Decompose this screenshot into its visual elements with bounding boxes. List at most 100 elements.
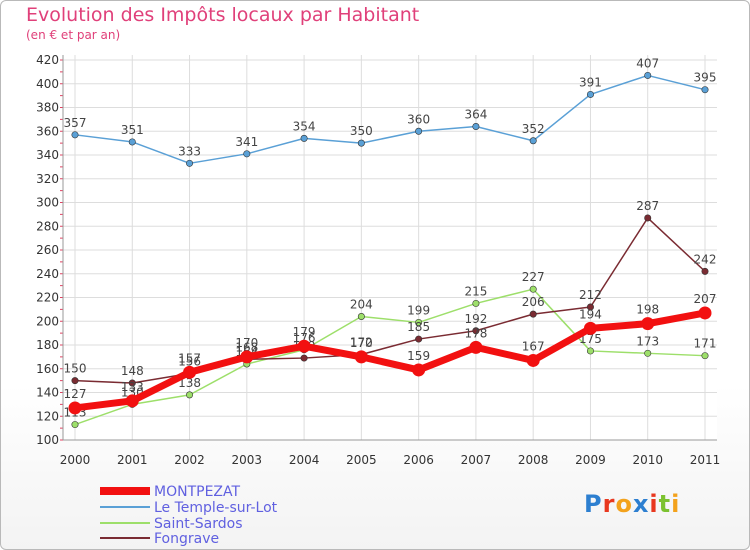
data-label-montpezat: 178 xyxy=(464,326,487,340)
chart-title: Evolution des Impôts locaux par Habitant xyxy=(26,4,420,26)
y-tick-label: 280 xyxy=(36,219,59,233)
data-point-montpezat xyxy=(641,317,655,331)
chart-subtitle: (en € et par an) xyxy=(26,28,121,42)
data-point-le-temple-sur-lot xyxy=(701,86,709,94)
legend-item-montpezat: MONTPEZAT xyxy=(154,484,240,500)
data-label-montpezat: 167 xyxy=(522,339,545,353)
logo-letter: x xyxy=(632,490,650,518)
data-label-saint-sardos: 138 xyxy=(178,376,201,390)
x-tick-label: 2001 xyxy=(117,453,148,467)
data-label-le-temple-sur-lot: 333 xyxy=(178,144,201,158)
data-point-montpezat xyxy=(412,363,426,377)
data-point-fongrave xyxy=(472,327,480,335)
data-label-le-temple-sur-lot: 391 xyxy=(579,75,602,89)
y-tick-label: 200 xyxy=(36,314,59,328)
data-point-fongrave xyxy=(415,335,423,343)
y-tick-label: 360 xyxy=(36,124,59,138)
y-tick-label: 380 xyxy=(36,101,59,115)
data-label-fongrave: 148 xyxy=(121,364,144,378)
data-point-saint-sardos xyxy=(701,352,709,360)
data-label-saint-sardos: 176 xyxy=(293,331,316,345)
data-point-fongrave xyxy=(128,379,136,387)
data-label-le-temple-sur-lot: 341 xyxy=(235,135,258,149)
data-label-saint-sardos: 199 xyxy=(407,303,430,317)
data-label-saint-sardos: 173 xyxy=(636,334,659,348)
legend-item-saint-sardos: Saint-Sardos xyxy=(154,516,243,532)
data-point-saint-sardos xyxy=(186,391,194,399)
data-point-saint-sardos xyxy=(586,347,594,355)
x-tick-label: 2008 xyxy=(518,453,549,467)
logo-letter: t xyxy=(658,490,672,518)
y-tick-label: 100 xyxy=(36,433,59,447)
data-point-saint-sardos xyxy=(644,349,652,357)
proxiti-logo: Proxiti xyxy=(584,490,680,518)
x-tick-label: 2007 xyxy=(461,453,492,467)
data-point-montpezat xyxy=(297,339,311,353)
data-label-le-temple-sur-lot: 407 xyxy=(636,56,659,70)
data-point-le-temple-sur-lot xyxy=(529,137,537,145)
data-point-montpezat xyxy=(240,350,254,364)
data-label-montpezat: 198 xyxy=(636,303,659,317)
y-tick-label: 140 xyxy=(36,386,59,400)
series-line-saint-sardos xyxy=(74,288,706,426)
data-point-montpezat xyxy=(469,340,483,354)
data-point-fongrave xyxy=(529,310,537,318)
y-tick-label: 160 xyxy=(36,362,59,376)
data-point-montpezat xyxy=(698,306,712,320)
data-label-fongrave: 192 xyxy=(464,312,487,326)
plot-background xyxy=(63,55,717,440)
data-point-le-temple-sur-lot xyxy=(300,134,308,142)
data-label-fongrave: 150 xyxy=(64,362,87,376)
series-line-montpezat xyxy=(74,309,706,412)
y-tick-label: 340 xyxy=(36,148,59,162)
data-label-fongrave: 172 xyxy=(350,336,373,350)
data-point-saint-sardos xyxy=(472,299,480,307)
data-label-montpezat: 194 xyxy=(579,307,602,321)
data-point-saint-sardos xyxy=(529,285,537,293)
y-tick-label: 220 xyxy=(36,291,59,305)
data-point-fongrave xyxy=(300,354,308,362)
data-label-saint-sardos: 227 xyxy=(522,270,545,284)
data-label-montpezat: 127 xyxy=(64,387,87,401)
data-label-montpezat: 133 xyxy=(121,380,144,394)
data-point-le-temple-sur-lot xyxy=(415,127,423,135)
y-tick-label: 240 xyxy=(36,267,59,281)
data-label-fongrave: 156 xyxy=(178,355,201,369)
logo-letter: r xyxy=(602,490,616,518)
data-point-saint-sardos xyxy=(71,421,79,429)
data-point-le-temple-sur-lot xyxy=(586,90,594,98)
data-point-montpezat xyxy=(68,401,82,415)
data-point-saint-sardos xyxy=(415,318,423,326)
data-point-montpezat xyxy=(526,353,540,367)
data-point-montpezat xyxy=(125,394,139,408)
y-tick-label: 400 xyxy=(36,77,59,91)
data-label-fongrave: 242 xyxy=(694,252,717,266)
data-label-le-temple-sur-lot: 350 xyxy=(350,124,373,138)
data-label-le-temple-sur-lot: 354 xyxy=(293,119,316,133)
x-tick-label: 2002 xyxy=(174,453,205,467)
data-label-montpezat: 179 xyxy=(293,325,316,339)
data-label-fongrave: 185 xyxy=(407,320,430,334)
data-point-fongrave xyxy=(701,267,709,275)
legend-item-le-temple-sur-lot: Le Temple-sur-Lot xyxy=(154,500,278,516)
x-tick-label: 2006 xyxy=(403,453,434,467)
x-tick-label: 2004 xyxy=(289,453,320,467)
data-label-montpezat: 207 xyxy=(694,292,717,306)
legend-item-fongrave: Fongrave xyxy=(154,531,219,547)
x-tick-label: 2005 xyxy=(346,453,377,467)
data-label-le-temple-sur-lot: 364 xyxy=(464,108,487,122)
x-tick-label: 2010 xyxy=(632,453,663,467)
data-label-le-temple-sur-lot: 360 xyxy=(407,112,430,126)
logo-letter: P xyxy=(584,490,603,518)
data-label-montpezat: 170 xyxy=(350,336,373,350)
series-line-le-temple-sur-lot xyxy=(74,74,706,165)
x-tick-label: 2000 xyxy=(60,453,91,467)
data-label-le-temple-sur-lot: 357 xyxy=(64,116,87,130)
data-label-le-temple-sur-lot: 352 xyxy=(522,122,545,136)
logo-letter: i xyxy=(671,490,681,518)
y-tick-label: 260 xyxy=(36,243,59,257)
y-tick-label: 120 xyxy=(36,409,59,423)
data-point-le-temple-sur-lot xyxy=(128,138,136,146)
y-tick-label: 420 xyxy=(36,53,59,67)
